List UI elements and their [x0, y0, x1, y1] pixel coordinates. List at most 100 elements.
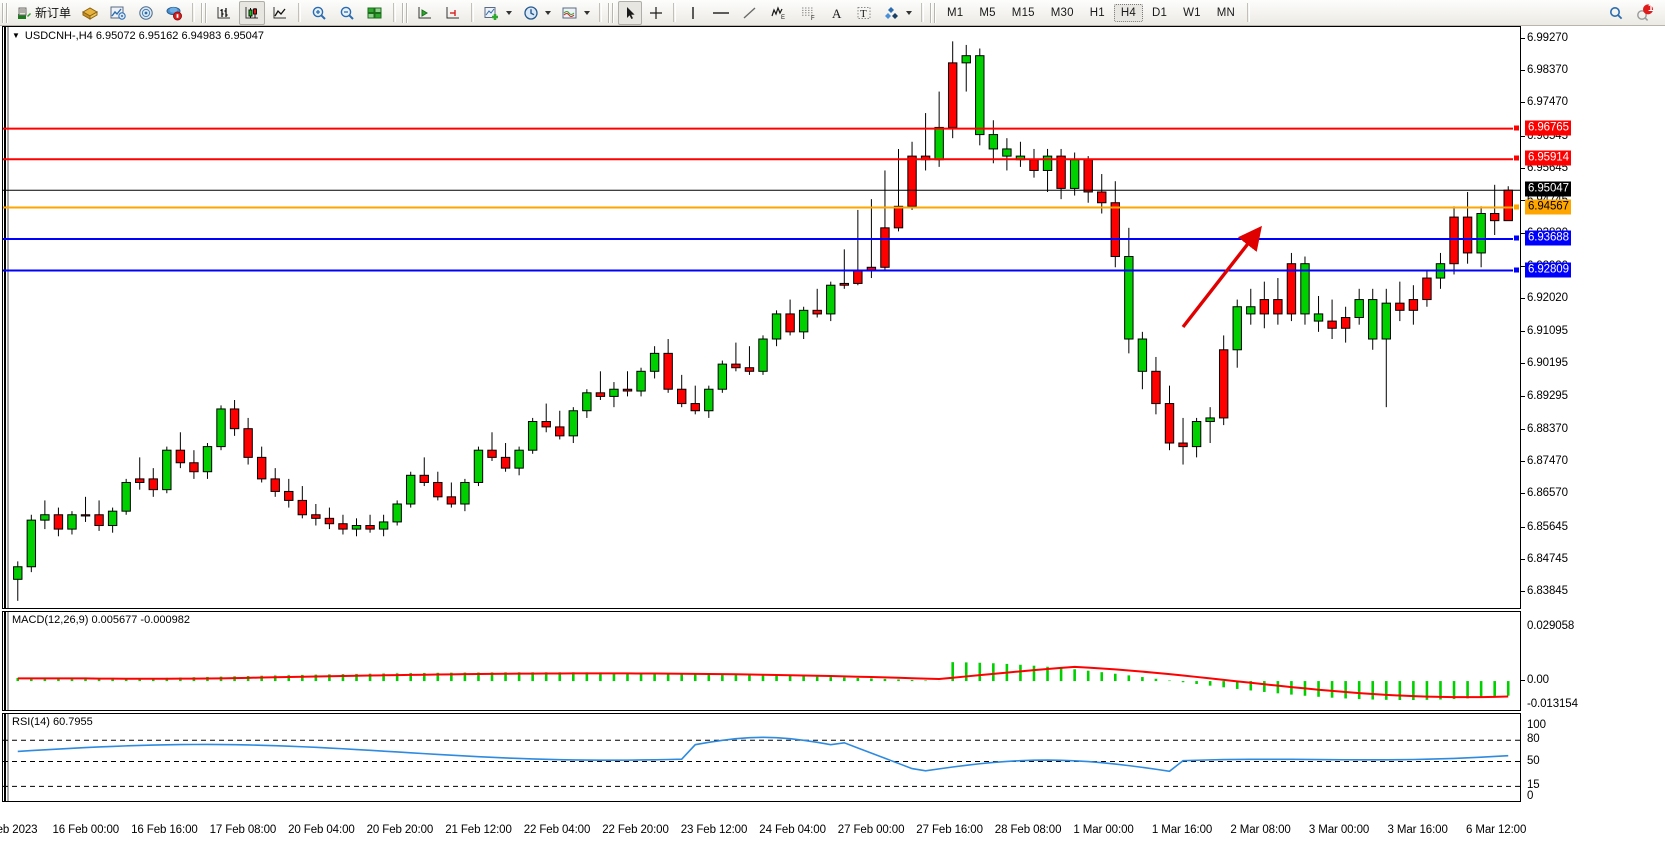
new-order-icon — [18, 7, 31, 19]
search-button[interactable] — [1603, 1, 1629, 25]
level-handle[interactable] — [1513, 203, 1520, 210]
time-axis[interactable]: 15 Feb 2023 16 Feb 00:00 16 Feb 16:00 17 Fe… — [0, 822, 1665, 842]
level-tag-support-1[interactable]: 6.93688 — [1525, 230, 1571, 246]
trendline-button[interactable] — [737, 1, 763, 25]
timeframe-mn[interactable]: MN — [1216, 6, 1236, 19]
price-tick — [1521, 265, 1525, 267]
macd-label: MACD(12,26,9) 0.005677 -0.000982 — [12, 614, 190, 626]
cursor-button[interactable] — [618, 0, 643, 25]
scroll-toolbar-grip[interactable] — [402, 2, 409, 23]
symbol-ohlc-text: USDCNH-,H4 6.95072 6.95162 6.94983 6.950… — [24, 30, 265, 42]
timeframe-m30[interactable]: M30 — [1050, 6, 1074, 19]
time-axis-label: 3 Mar 00:00 — [1308, 824, 1370, 836]
time-axis-label: 20 Feb 20:00 — [366, 824, 434, 836]
macd-pane[interactable]: MACD(12,26,9) 0.005677 -0.000982 — [2, 611, 1521, 711]
level-tag-bid-price[interactable]: 6.95047 — [1525, 181, 1571, 197]
price-tick — [1521, 331, 1525, 332]
zoom-in-button[interactable] — [306, 1, 332, 25]
period-button[interactable] — [518, 1, 555, 25]
level-tag-resistance-1[interactable]: 6.95914 — [1525, 150, 1571, 166]
level-tag-resistance-2[interactable]: 6.96765 — [1525, 120, 1571, 136]
macd-axis-tick — [1521, 680, 1525, 682]
market-watch-button[interactable] — [105, 1, 131, 25]
price-tick-label: 6.91095 — [1527, 325, 1568, 337]
drawing-toolbar-grip[interactable] — [608, 2, 615, 23]
add-indicator-caret-icon[interactable] — [506, 10, 513, 15]
horizontal-line-button[interactable] — [707, 1, 735, 25]
toolbar-separator-6 — [673, 3, 677, 22]
period-caret-icon[interactable] — [545, 10, 552, 15]
rsi-axis-label: 15 — [1527, 779, 1540, 792]
time-axis-label: 28 Feb 08:00 — [994, 824, 1062, 836]
autotrading-button[interactable] — [161, 1, 187, 25]
timeframe-m15[interactable]: M15 — [1011, 6, 1035, 19]
level-handle[interactable] — [1513, 266, 1520, 274]
level-tag-support-2[interactable]: 6.92809 — [1525, 262, 1571, 278]
alerts-button[interactable]: 1 — [1631, 1, 1659, 25]
price-pane[interactable]: ▼ USDCNH-,H4 6.95072 6.95162 6.94983 6.9… — [2, 26, 1521, 609]
chart-symbol-header: ▼ USDCNH-,H4 6.95072 6.95162 6.94983 6.9… — [12, 30, 264, 42]
level-handle[interactable] — [1513, 234, 1520, 242]
shapes-button[interactable] — [879, 1, 916, 25]
level-handle[interactable] — [1513, 124, 1520, 132]
time-axis-label: 2 Mar 08:00 — [1230, 824, 1291, 836]
level-tag-pivot[interactable]: 6.94567 — [1525, 199, 1571, 214]
chevron-down-icon[interactable]: ▼ — [12, 31, 20, 40]
timeframe-toolbar-grip[interactable] — [930, 2, 937, 23]
price-tick — [1521, 167, 1525, 169]
elliott-wave-icon: E — [771, 5, 785, 21]
timeframe-m5[interactable]: M5 — [979, 6, 996, 19]
price-tick — [1521, 428, 1525, 430]
text-label-button[interactable]: A — [825, 1, 849, 25]
shapes-caret-icon[interactable] — [906, 10, 913, 15]
fibonacci-icon: F — [802, 7, 815, 21]
navigator-button[interactable] — [133, 1, 159, 25]
tile-windows-button[interactable] — [362, 1, 388, 25]
time-axis-label: 6 Mar 12:00 — [1466, 824, 1527, 836]
macd-pane-scrollbar[interactable] — [3, 612, 9, 710]
templates-caret-icon[interactable] — [584, 10, 591, 15]
text-label-icon: A — [832, 6, 842, 21]
price-tick-label: 6.83845 — [1527, 585, 1568, 597]
price-tick — [1521, 363, 1525, 365]
rsi-pane-scrollbar[interactable] — [3, 714, 9, 801]
toolbar-separator-3 — [393, 3, 397, 22]
price-axis[interactable]: 6.992706.983706.974706.965456.956456.947… — [1513, 26, 1665, 802]
new-order-button[interactable]: 新订单 — [12, 1, 75, 25]
time-axis-label: 22 Feb 20:00 — [602, 824, 669, 836]
toolbar-separator-7 — [921, 3, 925, 22]
vertical-line-button[interactable] — [681, 1, 705, 25]
add-indicator-button[interactable] — [479, 1, 516, 25]
zoom-out-button[interactable] — [334, 1, 360, 25]
chart-area[interactable]: ▼ USDCNH-,H4 6.95072 6.95162 6.94983 6.9… — [0, 26, 1665, 842]
text-button[interactable]: T — [851, 1, 877, 25]
chart-shift-button[interactable] — [440, 1, 466, 25]
rsi-pane[interactable]: RSI(14) 60.7955 — [2, 713, 1521, 802]
expert-advisors-button[interactable] — [77, 1, 103, 25]
price-pane-scrollbar[interactable] — [3, 27, 9, 608]
crosshair-button[interactable] — [644, 1, 668, 25]
timeframe-group: M1 M5 M15 M30 H1 H4 D1 W1 MN — [939, 3, 1243, 22]
time-axis-label: 27 Feb 16:00 — [916, 824, 983, 836]
fibonacci-button[interactable]: F — [795, 1, 823, 25]
timeframe-d1[interactable]: D1 — [1151, 6, 1168, 19]
timeframe-w1[interactable]: W1 — [1183, 6, 1201, 19]
scroll-to-end-button[interactable] — [412, 1, 438, 25]
timeframe-h1[interactable]: H1 — [1089, 6, 1105, 19]
candlestick-chart-button[interactable] — [239, 0, 266, 25]
rsi-axis-label: 80 — [1527, 733, 1540, 746]
level-handle[interactable] — [1513, 154, 1520, 162]
elliott-wave-button[interactable]: E — [765, 1, 793, 25]
chart-toolbar-grip[interactable] — [201, 2, 208, 23]
toolbar-grip[interactable] — [2, 2, 8, 23]
timeframe-h4[interactable]: H4 — [1113, 3, 1143, 22]
timeframe-m1[interactable]: M1 — [947, 6, 964, 19]
templates-button[interactable] — [557, 1, 594, 25]
line-chart-button[interactable] — [267, 1, 293, 25]
price-tick — [1521, 37, 1525, 39]
macd-axis-label: 0.029058 — [1527, 620, 1575, 632]
price-tick-label: 6.89295 — [1527, 389, 1568, 402]
uptrend-arrow-annotation[interactable] — [3, 27, 1520, 608]
bar-chart-button[interactable] — [211, 1, 237, 25]
time-axis-label: 24 Feb 04:00 — [759, 824, 826, 836]
